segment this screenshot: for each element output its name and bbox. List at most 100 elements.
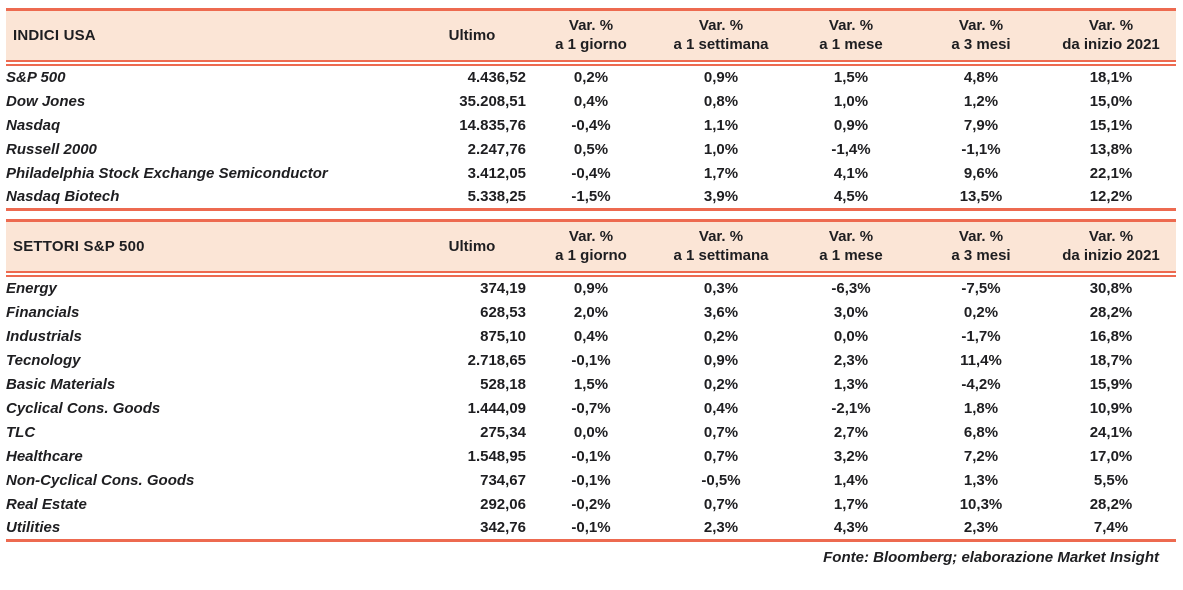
ultimo-value: 1.444,09 bbox=[467, 400, 526, 417]
var-value-3: -1,7% bbox=[961, 328, 1001, 345]
var-value-3: -4,2% bbox=[961, 376, 1001, 393]
ultimo-value: 3.412,05 bbox=[467, 165, 526, 182]
table-row: Real Estate 292,06 -0,2% 0,7% 1,7% 10,3% 28,2% bbox=[6, 493, 1176, 517]
row-label: Nasdaq Biotech bbox=[6, 188, 120, 206]
var-value-1: 0,7% bbox=[703, 424, 739, 441]
var-value-4: 7,4% bbox=[1093, 519, 1129, 537]
row-label: Non-Cyclical Cons. Goods bbox=[6, 472, 195, 489]
var-value-2: 2,7% bbox=[833, 424, 869, 441]
ultimo-value: 1.548,95 bbox=[467, 448, 526, 465]
var-value-3: 4,8% bbox=[963, 69, 999, 86]
var-value-2: 4,3% bbox=[833, 519, 869, 537]
var-value-4: 28,2% bbox=[1089, 304, 1133, 321]
market-report-sheet: INDICI USA Ultimo Var. % a 1 giorno Var.… bbox=[6, 8, 1176, 566]
var-value-1: 0,8% bbox=[703, 93, 739, 110]
var-value-3: 1,3% bbox=[963, 472, 999, 489]
var-value-3: 10,3% bbox=[959, 496, 1003, 513]
var-value-0: 0,0% bbox=[573, 424, 609, 441]
table-row: Financials 628,53 2,0% 3,6% 3,0% 0,2% 28,2% bbox=[6, 301, 1176, 325]
var-value-2: 1,4% bbox=[833, 472, 869, 489]
var-value-4: 22,1% bbox=[1089, 165, 1133, 182]
table-settori-sp500: SETTORI S&P 500 Ultimo Var. % a 1 giorno… bbox=[6, 219, 1176, 542]
ultimo-value: 35.208,51 bbox=[459, 93, 526, 110]
var-value-2: 2,3% bbox=[833, 352, 869, 369]
table-row: S&P 500 4.436,52 0,2% 0,9% 1,5% 4,8% 18,1% bbox=[6, 66, 1176, 90]
var-value-4: 5,5% bbox=[1093, 472, 1129, 489]
ultimo-value: 528,18 bbox=[480, 376, 526, 393]
var-value-1: 2,3% bbox=[703, 519, 739, 537]
row-label: Real Estate bbox=[6, 496, 87, 513]
var-value-0: 0,5% bbox=[573, 141, 609, 158]
column-header-var-1-mese: Var. % a 1 mese bbox=[786, 9, 916, 60]
var-value-1: 1,7% bbox=[703, 165, 739, 182]
var-value-4: 15,0% bbox=[1089, 93, 1133, 110]
var-value-3: 0,2% bbox=[963, 304, 999, 321]
var-value-0: -0,7% bbox=[571, 400, 611, 417]
column-header-var-1-settimana: Var. % a 1 settimana bbox=[656, 9, 786, 60]
column-header-ultimo: Ultimo bbox=[418, 9, 526, 60]
var-value-0: 1,5% bbox=[573, 376, 609, 393]
var-value-4: 17,0% bbox=[1089, 448, 1133, 465]
ultimo-value: 342,76 bbox=[480, 519, 526, 537]
row-label: Utilities bbox=[6, 519, 61, 537]
var-value-2: 4,5% bbox=[833, 188, 869, 206]
table-row: Nasdaq 14.835,76 -0,4% 1,1% 0,9% 7,9% 15,1% bbox=[6, 114, 1176, 138]
ultimo-value: 14.835,76 bbox=[459, 117, 526, 134]
header-divider-double-rule bbox=[6, 270, 1176, 277]
table-row: Cyclical Cons. Goods 1.444,09 -0,7% 0,4% -2,… bbox=[6, 397, 1176, 421]
table-row: Tecnology 2.718,65 -0,1% 0,9% 2,3% 11,4% 18,7% bbox=[6, 349, 1176, 373]
var-value-1: 3,6% bbox=[703, 304, 739, 321]
column-header-var-1-mese: Var. % a 1 mese bbox=[786, 220, 916, 271]
var-value-2: 1,7% bbox=[833, 496, 869, 513]
var-value-2: -6,3% bbox=[831, 280, 871, 297]
table-row: Russell 2000 2.247,76 0,5% 1,0% -1,4% -1,1% 13… bbox=[6, 138, 1176, 162]
row-label: Financials bbox=[6, 304, 80, 321]
var-value-4: 30,8% bbox=[1089, 280, 1133, 297]
column-header-var-3-mesi: Var. % a 3 mesi bbox=[916, 220, 1046, 271]
var-value-4: 13,8% bbox=[1089, 141, 1133, 158]
table-row: Nasdaq Biotech 5.338,25 -1,5% 3,9% 4,5% 13,5%… bbox=[6, 186, 1176, 210]
table-gap bbox=[6, 211, 1176, 219]
var-value-0: -1,5% bbox=[571, 188, 611, 206]
row-label: Tecnology bbox=[6, 352, 81, 369]
var-value-4: 24,1% bbox=[1089, 424, 1133, 441]
var-value-4: 12,2% bbox=[1089, 188, 1133, 206]
var-value-0: 0,9% bbox=[573, 280, 609, 297]
var-value-2: 4,1% bbox=[833, 165, 869, 182]
var-value-1: 0,7% bbox=[703, 496, 739, 513]
var-value-3: 1,8% bbox=[963, 400, 999, 417]
row-label: Russell 2000 bbox=[6, 141, 97, 158]
var-value-1: 1,1% bbox=[703, 117, 739, 134]
var-value-0: -0,4% bbox=[571, 117, 611, 134]
var-value-1: 1,0% bbox=[703, 141, 739, 158]
var-value-2: 1,5% bbox=[833, 69, 869, 86]
var-value-0: -0,1% bbox=[571, 519, 611, 537]
table-row: Philadelphia Stock Exchange Semiconducto… bbox=[6, 162, 1176, 186]
var-value-0: -0,2% bbox=[571, 496, 611, 513]
settori-sp500-rows: Energy 374,19 0,9% 0,3% -6,3% -7,5% 30,8% Finan… bbox=[6, 277, 1176, 541]
var-value-2: -2,1% bbox=[831, 400, 871, 417]
var-value-1: 0,2% bbox=[703, 328, 739, 345]
section-title-settori-sp500: SETTORI S&P 500 bbox=[6, 220, 418, 271]
var-value-3: 2,3% bbox=[963, 519, 999, 537]
var-value-3: -7,5% bbox=[961, 280, 1001, 297]
table-header: SETTORI S&P 500 Ultimo Var. % a 1 giorno… bbox=[6, 220, 1176, 277]
column-header-var-inizio-2021: Var. % da inizio 2021 bbox=[1046, 220, 1176, 271]
var-value-1: -0,5% bbox=[701, 472, 741, 489]
var-value-1: 0,3% bbox=[703, 280, 739, 297]
var-value-0: -0,1% bbox=[571, 352, 611, 369]
ultimo-value: 4.436,52 bbox=[467, 69, 526, 86]
var-value-3: 6,8% bbox=[963, 424, 999, 441]
ultimo-value: 628,53 bbox=[480, 304, 526, 321]
table-header: INDICI USA Ultimo Var. % a 1 giorno Var.… bbox=[6, 9, 1176, 66]
var-value-0: 0,4% bbox=[573, 328, 609, 345]
var-value-2: 3,0% bbox=[833, 304, 869, 321]
column-header-var-inizio-2021: Var. % da inizio 2021 bbox=[1046, 9, 1176, 60]
var-value-3: 1,2% bbox=[963, 93, 999, 110]
row-label: Dow Jones bbox=[6, 93, 86, 110]
indici-usa-rows: S&P 500 4.436,52 0,2% 0,9% 1,5% 4,8% 18,1% Dow … bbox=[6, 66, 1176, 210]
ultimo-value: 275,34 bbox=[480, 424, 526, 441]
column-header-var-1-giorno: Var. % a 1 giorno bbox=[526, 220, 656, 271]
table-row: Utilities 342,76 -0,1% 2,3% 4,3% 2,3% 7,4% bbox=[6, 517, 1176, 541]
var-value-1: 0,2% bbox=[703, 376, 739, 393]
